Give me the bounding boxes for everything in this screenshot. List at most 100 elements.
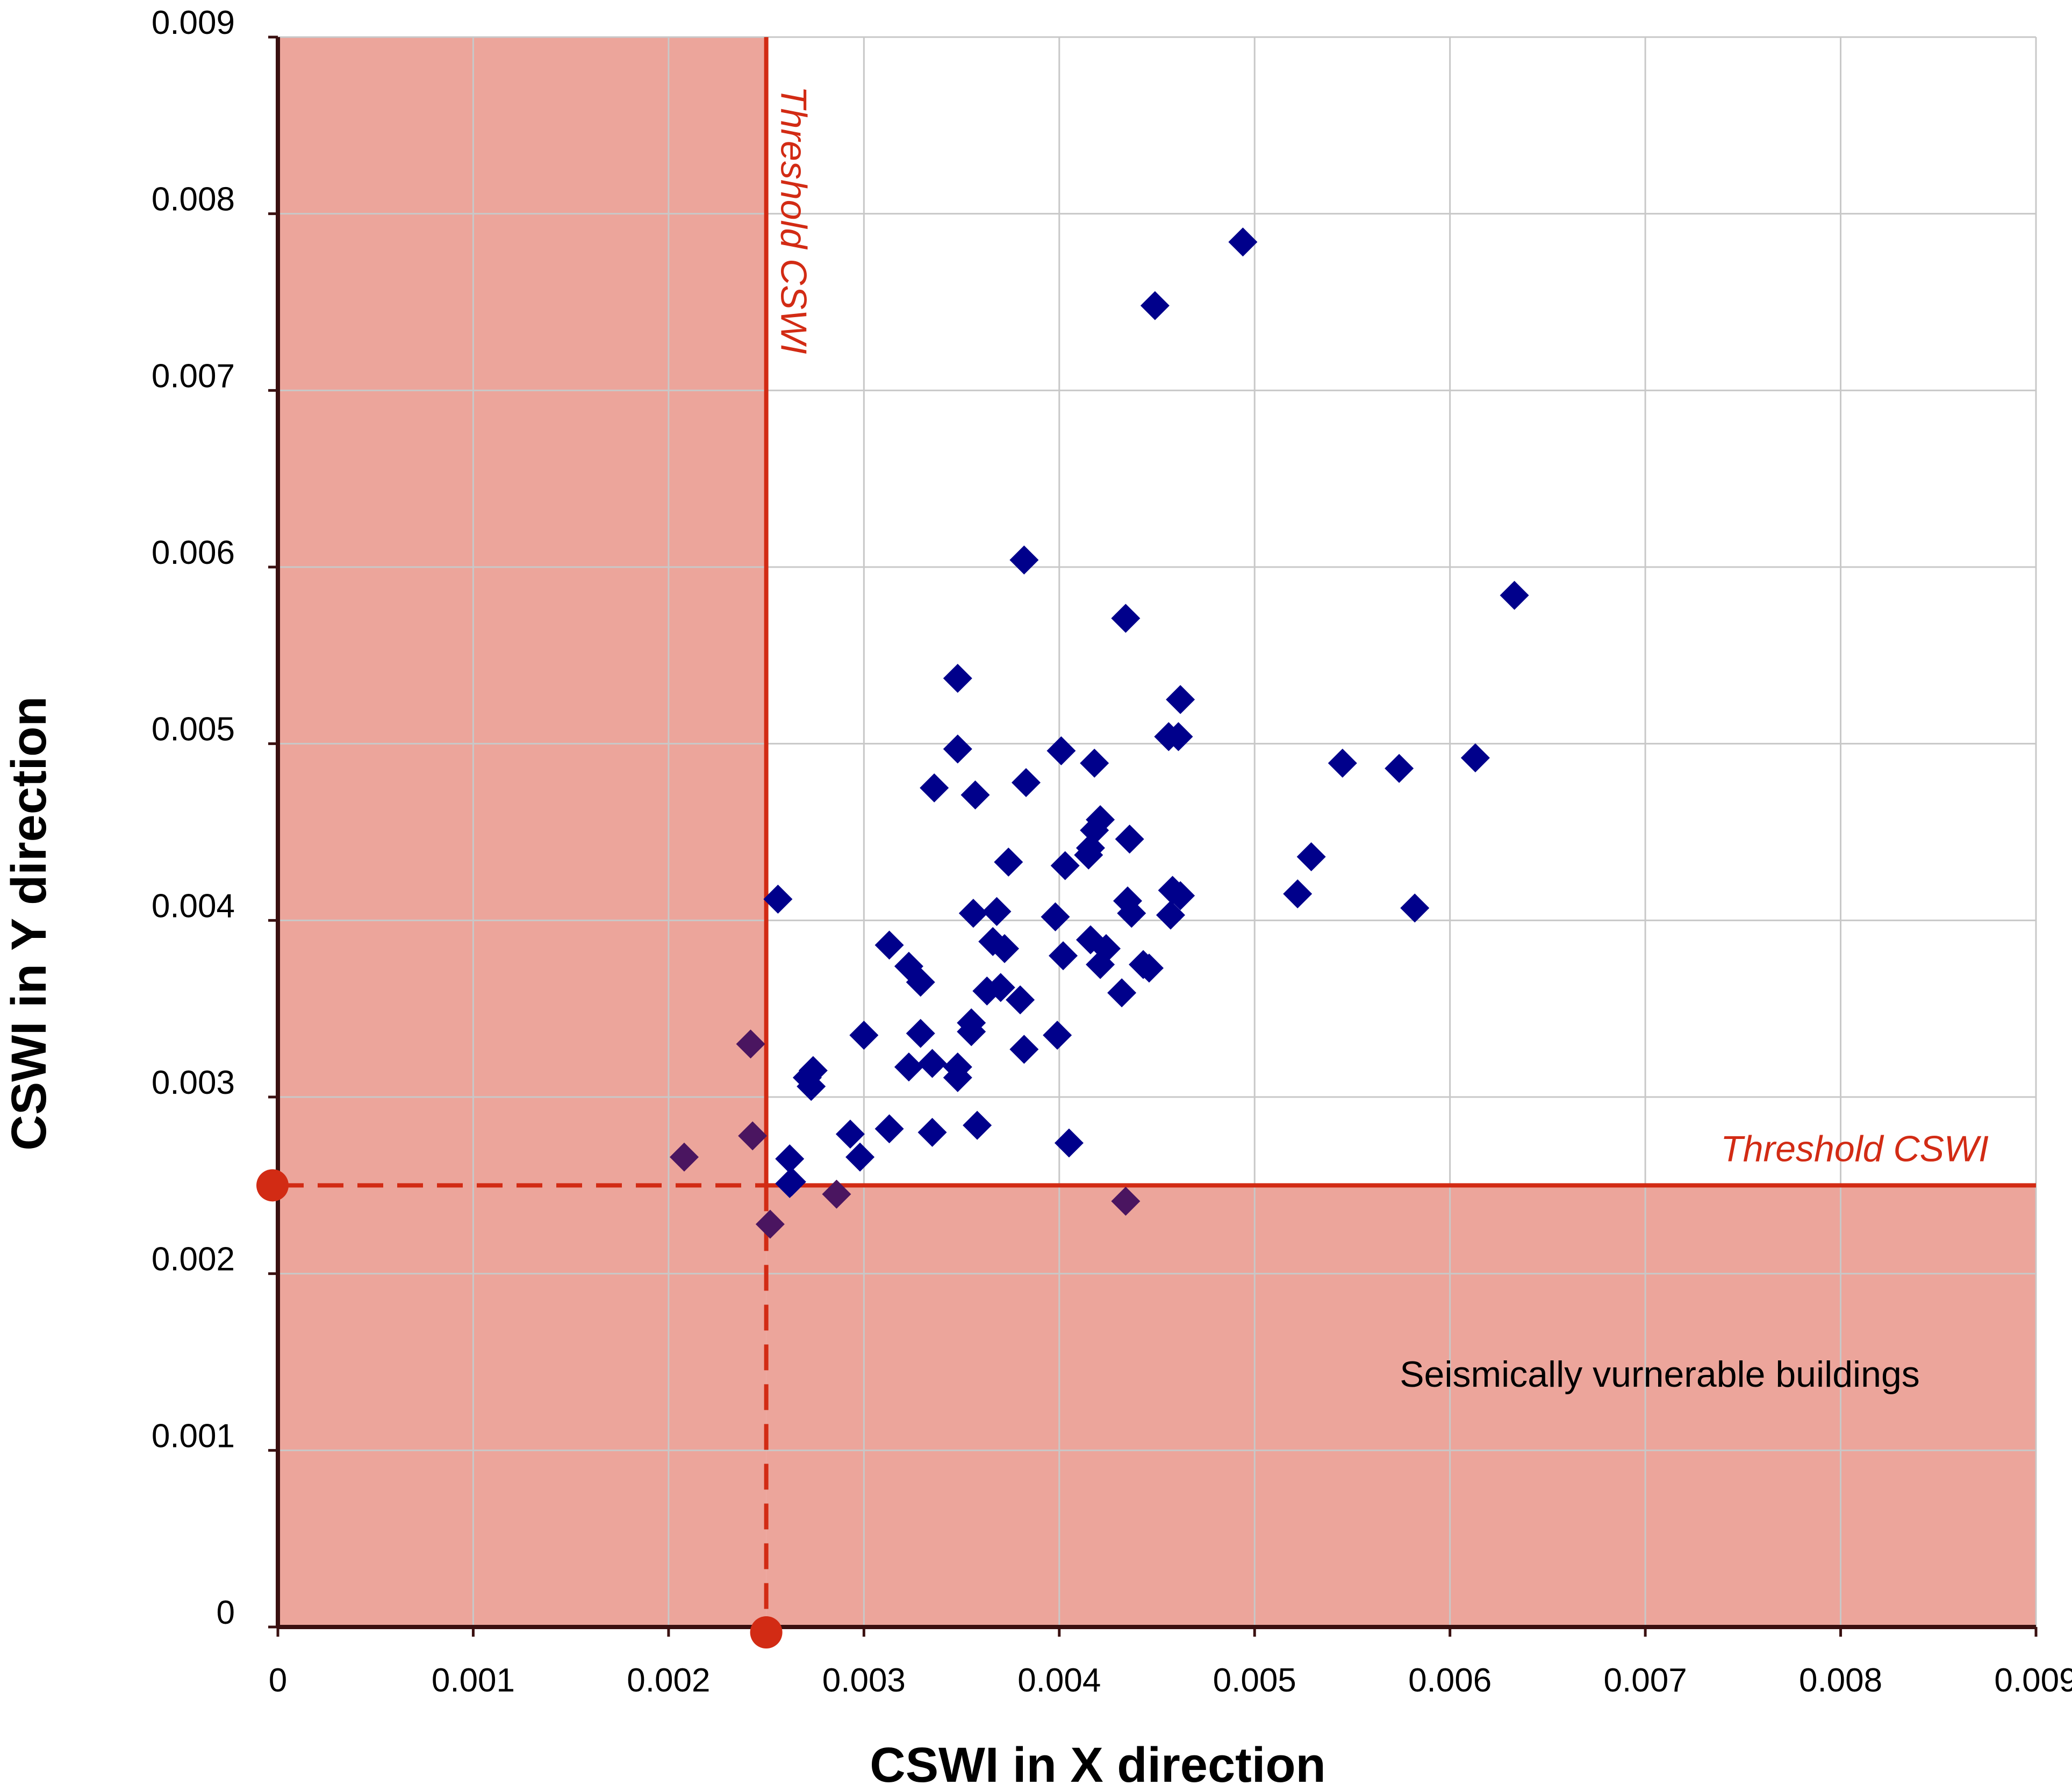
y-tick-label: 0.003 — [152, 1064, 235, 1101]
y-tick-label: 0.006 — [152, 534, 235, 571]
data-point — [1500, 580, 1529, 610]
y-tick-label: 0.009 — [152, 4, 235, 41]
data-point — [775, 1144, 805, 1174]
data-point — [1011, 768, 1041, 797]
data-point — [763, 884, 793, 914]
threshold-label-horizontal: Threshold CSWI — [1720, 1128, 1989, 1169]
data-point — [917, 1049, 947, 1078]
data-point — [1228, 227, 1258, 257]
data-point — [755, 1209, 785, 1239]
data-point — [1086, 950, 1115, 979]
y-tick-label: 0.004 — [152, 887, 235, 924]
y-tick-label: 0.001 — [152, 1417, 235, 1454]
data-point — [1049, 941, 1078, 971]
data-point — [894, 1052, 923, 1082]
data-point — [994, 847, 1023, 877]
data-point — [1140, 291, 1170, 320]
data-point — [845, 1142, 875, 1172]
data-point — [957, 1017, 986, 1046]
data-point — [963, 1110, 992, 1140]
data-point — [943, 734, 972, 764]
x-axis-title: CSWI in X direction — [870, 1738, 1325, 1789]
data-point — [990, 934, 1020, 963]
x-tick-label: 0.003 — [822, 1662, 906, 1699]
data-point — [1328, 748, 1357, 778]
data-point — [1283, 879, 1313, 909]
data-point — [1134, 954, 1164, 983]
data-point — [906, 1019, 935, 1048]
data-point — [835, 1120, 865, 1149]
data-point — [874, 1114, 904, 1144]
data-point — [1166, 685, 1195, 714]
y-tick-label: 0.002 — [152, 1241, 235, 1278]
data-point — [1400, 893, 1430, 923]
data-point — [669, 1142, 699, 1172]
shade-left-region — [278, 37, 766, 1627]
data-point — [736, 1029, 765, 1059]
data-point — [1041, 902, 1070, 931]
data-point — [1107, 978, 1137, 1008]
y-tick-label: 0 — [217, 1594, 235, 1631]
y-tick-label: 0.008 — [152, 181, 235, 218]
vulnerable-zone-label: Seismically vurnerable buildings — [1400, 1354, 1920, 1395]
data-point — [1166, 881, 1195, 911]
data-point — [1054, 1128, 1084, 1158]
threshold-lines — [256, 37, 2036, 1648]
x-tick-label: 0 — [269, 1662, 287, 1699]
data-point — [874, 930, 904, 960]
data-point — [1117, 899, 1146, 928]
data-point — [1006, 985, 1035, 1015]
data-point — [1074, 840, 1103, 870]
data-point — [1115, 825, 1144, 854]
data-point — [943, 664, 972, 693]
data-point — [1296, 842, 1326, 872]
threshold-label-vertical: Threshold CSWI — [773, 86, 814, 354]
axes: 0 0.001 0.002 0.003 0.004 0.005 0.006 0.007 0.00… — [152, 4, 2072, 1699]
data-point — [906, 967, 935, 997]
data-point — [1009, 1035, 1039, 1064]
data-point — [920, 773, 949, 802]
x-tick-label: 0.002 — [627, 1662, 710, 1699]
x-tick-label: 0.006 — [1408, 1662, 1492, 1699]
data-point — [797, 1072, 826, 1101]
data-point — [1050, 851, 1080, 880]
x-tick-label: 0.005 — [1213, 1662, 1296, 1699]
threshold-marker-y-axis — [256, 1169, 289, 1202]
data-point — [1156, 900, 1185, 930]
gridlines — [278, 36, 2037, 1627]
data-point — [1080, 748, 1109, 778]
data-point — [982, 897, 1012, 926]
data-point — [777, 1167, 806, 1196]
data-point — [738, 1121, 768, 1151]
data-point — [1111, 604, 1141, 633]
data-point — [849, 1020, 879, 1050]
data-point — [1111, 1186, 1141, 1216]
data-point — [917, 1117, 947, 1147]
data-point — [1460, 743, 1490, 772]
data-point — [1009, 545, 1039, 575]
x-tick-label: 0.008 — [1799, 1662, 1882, 1699]
shaded-regions — [278, 37, 2036, 1627]
data-point — [986, 973, 1015, 1002]
data-point — [1385, 754, 1414, 783]
data-point — [960, 780, 990, 809]
x-tick-label: 0.007 — [1604, 1662, 1687, 1699]
x-tick-label: 0.004 — [1017, 1662, 1101, 1699]
data-point — [943, 1063, 972, 1092]
x-tick-label: 0.009 — [1994, 1662, 2072, 1699]
data-point — [1046, 736, 1076, 765]
x-tick-label: 0.001 — [432, 1662, 515, 1699]
labels: CSWI in X direction CSWI in Y direction … — [2, 86, 1989, 1792]
data-point — [1043, 1020, 1072, 1050]
data-point — [822, 1179, 851, 1209]
y-tick-label: 0.005 — [152, 711, 235, 748]
y-axis-title: CSWI in Y direction — [2, 696, 56, 1150]
data-point — [958, 899, 988, 928]
shade-bottom-region — [766, 1185, 2036, 1627]
data-point — [1076, 925, 1105, 955]
threshold-marker-x-axis — [750, 1616, 783, 1648]
data-points — [669, 227, 1529, 1239]
data-point — [1164, 722, 1193, 751]
